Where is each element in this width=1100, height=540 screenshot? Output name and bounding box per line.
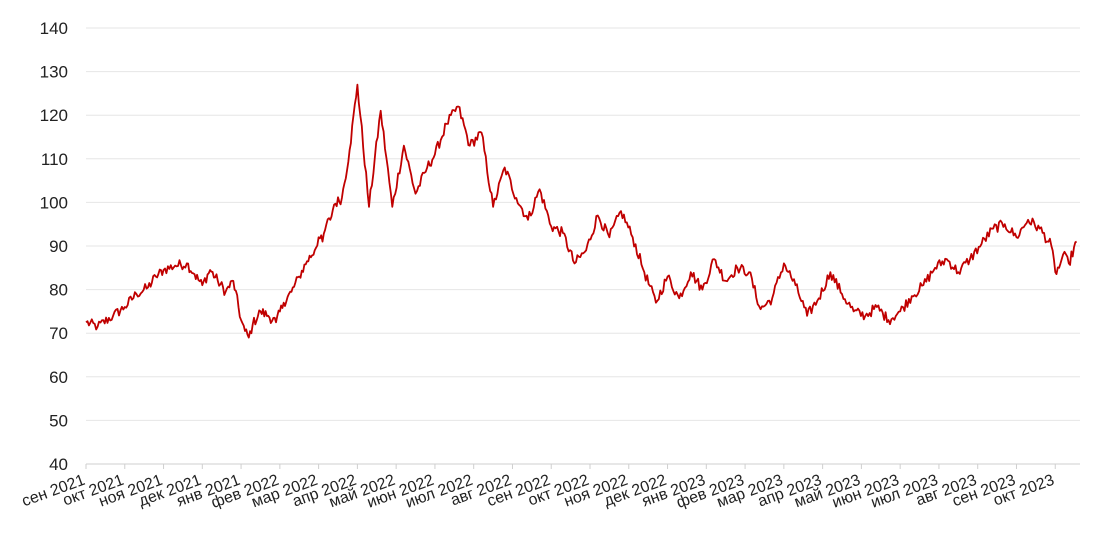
x-axis	[85, 463, 1080, 469]
y-tick-label: 120	[40, 106, 68, 125]
y-tick-label: 100	[40, 193, 68, 212]
y-tick-label: 140	[40, 19, 68, 38]
y-tick-label: 130	[40, 63, 68, 82]
y-tick-label: 80	[49, 281, 68, 300]
series-layer	[85, 83, 1078, 339]
y-axis-ticks: 40 50 60 70 80 90 100 110 120 130 140	[40, 19, 68, 474]
y-tick-label: 40	[49, 455, 68, 474]
y-tick-label: 110	[41, 150, 68, 169]
y-tick-label: 60	[49, 368, 68, 387]
grid-layer	[86, 27, 1080, 421]
y-tick-label: 50	[49, 411, 68, 430]
y-tick-label: 70	[49, 324, 68, 343]
y-tick-label: 90	[49, 237, 68, 256]
series-line	[85, 83, 1078, 339]
